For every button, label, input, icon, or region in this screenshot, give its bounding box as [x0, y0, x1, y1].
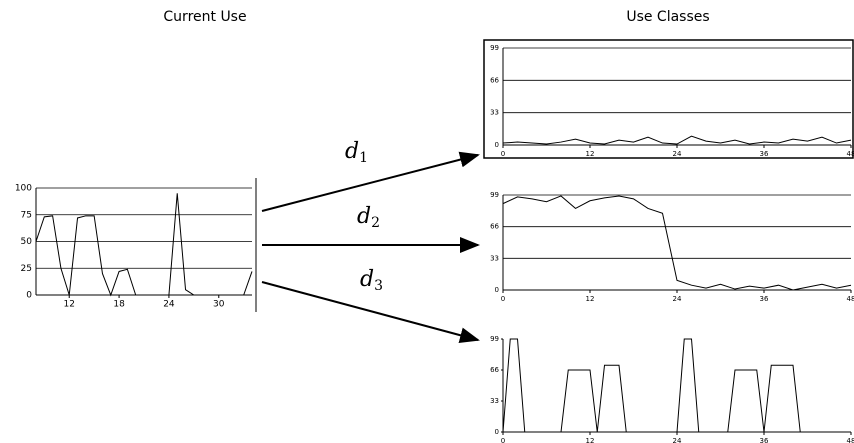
- y-tick-label: 66: [490, 366, 499, 374]
- x-tick-label: 48: [847, 437, 854, 443]
- arrow-label: d3: [360, 267, 383, 294]
- x-tick-label: 48: [847, 295, 854, 303]
- series-line: [502, 338, 851, 433]
- series-line: [502, 195, 852, 291]
- y-tick-label: 75: [21, 210, 32, 220]
- y-tick-label: 0: [26, 291, 32, 301]
- x-tick-label: 24: [163, 300, 175, 310]
- y-tick-label: 0: [495, 428, 499, 436]
- x-tick-label: 0: [501, 437, 505, 443]
- x-tick-label: 12: [586, 437, 595, 443]
- y-tick-label: 66: [490, 223, 499, 231]
- x-tick-label: 12: [586, 150, 595, 158]
- x-tick-label: 36: [760, 150, 769, 158]
- y-tick-label: 33: [490, 109, 499, 117]
- x-tick-label: 24: [673, 150, 682, 158]
- arrow-label: d2: [357, 204, 380, 231]
- y-tick-label: 0: [495, 141, 499, 149]
- y-tick-label: 33: [490, 397, 499, 405]
- x-tick-label: 36: [760, 437, 769, 443]
- x-tick-label: 12: [64, 300, 75, 310]
- x-tick-label: 24: [673, 437, 682, 443]
- y-tick-label: 25: [21, 264, 32, 274]
- x-tick-label: 0: [501, 295, 505, 303]
- x-tick-label: 12: [586, 295, 595, 303]
- x-tick-label: 30: [213, 300, 225, 310]
- x-tick-label: 36: [760, 295, 769, 303]
- y-tick-label: 50: [21, 237, 33, 247]
- y-tick-label: 99: [490, 335, 499, 343]
- arrow: [261, 151, 480, 212]
- y-tick-label: 66: [490, 76, 499, 84]
- y-tick-label: 99: [490, 44, 499, 52]
- series-line: [35, 193, 253, 297]
- y-tick-label: 99: [490, 191, 499, 199]
- heading: Current Use: [163, 9, 246, 25]
- x-tick-label: 18: [113, 300, 125, 310]
- y-tick-label: 33: [490, 254, 499, 262]
- x-tick-label: 24: [673, 295, 682, 303]
- chart-frame: [483, 39, 854, 159]
- heading: Use Classes: [626, 9, 709, 25]
- series-line: [502, 135, 852, 145]
- x-tick-label: 48: [847, 150, 854, 158]
- y-tick-label: 0: [495, 286, 499, 294]
- arrow: [261, 281, 480, 344]
- arrow-label: d1: [345, 139, 368, 166]
- y-tick-label: 100: [15, 184, 32, 194]
- x-tick-label: 0: [501, 150, 505, 158]
